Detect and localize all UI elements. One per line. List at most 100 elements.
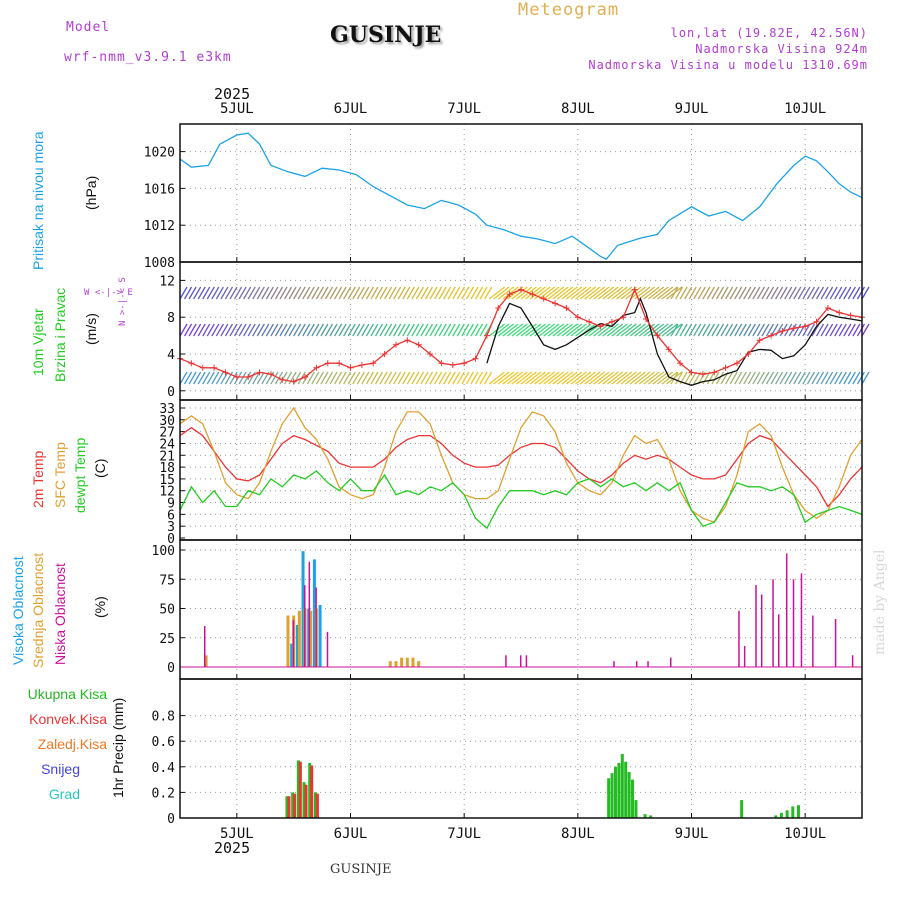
wind-band-upper <box>756 286 765 300</box>
wind-band-middle <box>779 323 788 337</box>
wind-band-upper <box>861 286 870 300</box>
cloud-bar <box>295 624 299 667</box>
wind-band-upper <box>802 286 811 300</box>
wind-band-middle <box>497 323 515 337</box>
cloud-bar <box>812 615 814 667</box>
wind-band-lower <box>238 371 247 385</box>
wind-band-lower <box>629 371 646 385</box>
precip-bar <box>631 779 635 818</box>
wind-band-upper <box>393 286 402 300</box>
wind-band-upper <box>193 286 202 300</box>
wind-band-middle <box>693 323 702 337</box>
gust-marker <box>654 332 661 339</box>
wind-band-middle <box>356 323 365 337</box>
wind-band-middle <box>547 323 565 337</box>
wind-band-upper <box>566 286 583 300</box>
wind-band-upper <box>320 286 329 300</box>
wind-band-middle <box>270 323 279 337</box>
day-label-bottom: 9JUL <box>675 826 709 842</box>
gust-marker <box>404 337 411 344</box>
wind-band-middle <box>284 323 293 337</box>
wind-band-lower <box>252 371 261 385</box>
wind-band-upper <box>747 286 756 300</box>
wind-band-upper <box>374 286 384 300</box>
wind-band-lower <box>538 371 555 385</box>
gust-marker <box>313 364 320 371</box>
wind-band-middle <box>238 323 247 337</box>
wind-band-lower <box>334 371 343 385</box>
cloud-bar <box>755 585 757 667</box>
wind-band-middle <box>374 323 384 337</box>
wind-band-upper <box>420 286 429 300</box>
wind-band-upper <box>493 286 510 300</box>
wind-band-lower <box>197 371 206 385</box>
wind-band-middle <box>193 323 202 337</box>
precip-bar <box>308 762 312 818</box>
cloud-ytick-label: 0 <box>167 661 175 676</box>
wind-band-upper <box>720 286 729 300</box>
wind-band-lower <box>684 371 693 385</box>
wind-band-middle <box>474 323 484 337</box>
cloud-bar <box>326 631 329 667</box>
temp-ytick-label: 6 <box>167 508 175 523</box>
wind-band-upper <box>238 286 247 300</box>
wind-band-middle <box>197 323 206 337</box>
wind-band-lower <box>279 371 288 385</box>
wind-band-lower <box>402 371 411 385</box>
wind-band-middle <box>461 323 470 337</box>
wind-band-lower <box>361 371 370 385</box>
wind-band-middle <box>370 323 379 337</box>
wind-band-middle <box>775 323 784 337</box>
wind-band-middle <box>679 323 688 337</box>
wind-band-lower <box>775 371 784 385</box>
gust-marker <box>483 332 490 339</box>
wind-band-middle <box>406 323 415 337</box>
wind-band-lower <box>183 371 193 385</box>
wind-band-middle <box>447 323 456 337</box>
gust-marker <box>847 312 854 319</box>
precip-ytick-label: 0.8 <box>152 710 175 725</box>
wind-band-upper <box>602 286 619 300</box>
wind-band-lower <box>525 371 542 385</box>
gust-marker <box>540 295 547 302</box>
wind-band-lower <box>529 371 546 385</box>
wind-band-middle <box>738 323 747 337</box>
gust-marker <box>711 369 718 376</box>
wind-band-middle <box>352 323 361 337</box>
cloud-bar <box>519 655 522 667</box>
wind-band-upper <box>584 286 601 300</box>
temp-series-line <box>179 406 863 523</box>
wind-band-upper <box>797 286 806 300</box>
wind-band-middle <box>411 323 420 337</box>
wind-band-upper <box>629 286 646 300</box>
wind-band-lower <box>202 371 211 385</box>
temp-ytick-label: 9 <box>167 497 175 512</box>
wind-band-upper <box>502 286 519 300</box>
wind-band-upper <box>334 286 343 300</box>
cloud-bar <box>308 561 311 667</box>
precip-bar <box>643 814 647 818</box>
wind-band-upper <box>620 286 637 300</box>
wind-band-middle <box>297 323 306 337</box>
temp-panel-frame <box>179 399 863 541</box>
wind-band-middle <box>847 323 856 337</box>
wind-band-lower <box>256 371 265 385</box>
day-label-bottom: 10JUL <box>784 826 826 842</box>
wind-band-middle <box>556 323 574 337</box>
cloud-ytick-label: 50 <box>159 603 175 618</box>
wind-band-middle <box>311 323 320 337</box>
wind-band-middle <box>852 323 861 337</box>
wind-band-upper <box>534 286 551 300</box>
wind-band-lower <box>520 371 537 385</box>
wind-band-middle <box>638 323 656 337</box>
wind-band-upper <box>579 286 596 300</box>
wind-band-lower <box>320 371 329 385</box>
precip-legend-total: Ukupna Kisa <box>27 686 107 702</box>
day-label-top: 7JUL <box>447 101 481 117</box>
gust-marker <box>677 360 684 367</box>
wind-band-lower <box>715 371 725 385</box>
wind-band-middle <box>820 323 829 337</box>
precip-bar <box>302 782 306 818</box>
wind-band-upper <box>738 286 747 300</box>
wind-band-upper <box>638 286 656 300</box>
